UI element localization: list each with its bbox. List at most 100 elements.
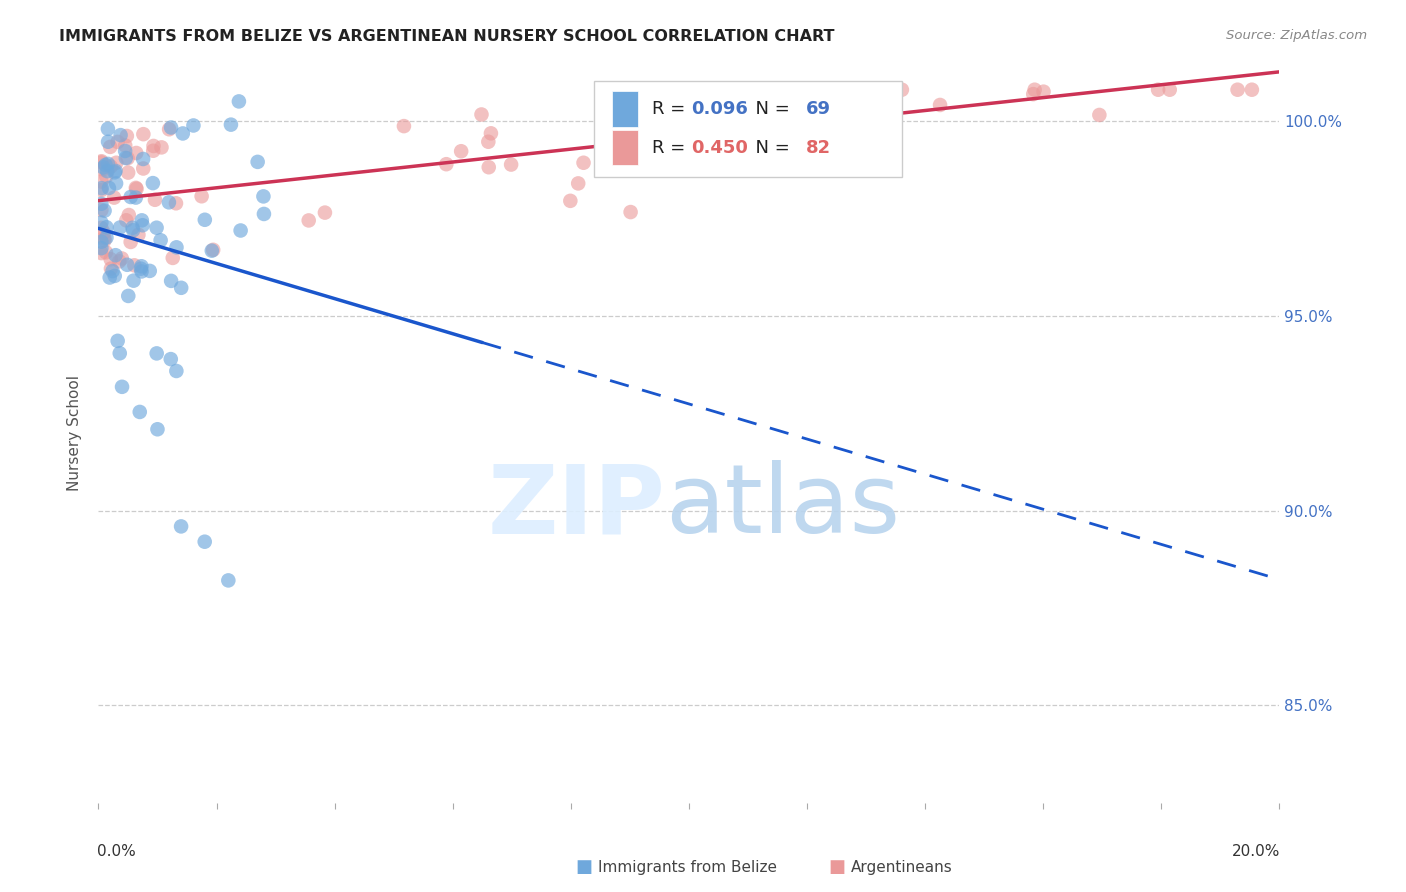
Point — [98, 140, 121, 154]
Point — [96, 230, 118, 244]
Text: 20.0%: 20.0% — [1232, 844, 1281, 858]
Point — [159, 352, 181, 367]
Text: R =: R = — [652, 100, 692, 118]
Point — [108, 220, 131, 235]
Point — [101, 264, 124, 278]
Point — [115, 128, 138, 143]
Point — [91, 161, 114, 175]
Text: IMMIGRANTS FROM BELIZE VS ARGENTINEAN NURSERY SCHOOL CORRELATION CHART: IMMIGRANTS FROM BELIZE VS ARGENTINEAN NU… — [59, 29, 835, 44]
Point — [104, 268, 127, 283]
Text: Immigrants from Belize: Immigrants from Belize — [598, 860, 776, 874]
Point — [107, 135, 129, 149]
Point — [122, 223, 145, 237]
Point — [672, 163, 695, 178]
Point — [131, 219, 153, 233]
Point — [131, 260, 153, 274]
Point — [614, 129, 637, 144]
Point — [111, 380, 134, 394]
Point — [104, 165, 127, 179]
Point — [132, 161, 155, 176]
Point — [560, 194, 582, 208]
Point — [120, 190, 142, 204]
Point — [90, 246, 112, 260]
Point — [90, 241, 112, 255]
Point — [124, 258, 146, 272]
Point — [142, 176, 165, 190]
Point — [90, 174, 112, 188]
Point — [110, 128, 132, 142]
Point — [883, 83, 905, 97]
Point — [97, 157, 120, 171]
Point — [479, 126, 502, 140]
Point — [142, 144, 165, 158]
Text: 69: 69 — [806, 100, 831, 118]
Text: R =: R = — [652, 138, 692, 157]
Point — [93, 233, 115, 247]
Point — [183, 119, 205, 133]
Point — [100, 252, 122, 267]
Point — [98, 270, 121, 285]
Point — [246, 154, 269, 169]
Point — [470, 107, 492, 121]
Point — [219, 118, 242, 132]
Point — [115, 213, 138, 227]
Text: Source: ZipAtlas.com: Source: ZipAtlas.com — [1226, 29, 1367, 42]
FancyBboxPatch shape — [595, 81, 901, 178]
Point — [117, 151, 139, 165]
Text: ■: ■ — [575, 858, 592, 876]
Point — [165, 364, 187, 378]
Point — [501, 157, 523, 171]
Point — [118, 208, 141, 222]
Point — [132, 152, 155, 166]
Text: N =: N = — [744, 100, 796, 118]
Point — [1147, 83, 1170, 97]
Point — [132, 127, 155, 141]
Point — [620, 205, 643, 219]
Point — [194, 212, 217, 227]
Point — [450, 145, 472, 159]
Point — [97, 121, 120, 136]
Point — [111, 252, 134, 266]
Text: 0.096: 0.096 — [692, 100, 748, 118]
Point — [145, 346, 167, 360]
Point — [90, 181, 112, 195]
Point — [90, 235, 112, 249]
Point — [157, 195, 180, 210]
Point — [90, 183, 112, 197]
Point — [605, 97, 627, 112]
Point — [108, 346, 131, 360]
Text: 82: 82 — [806, 138, 831, 157]
Point — [125, 190, 148, 204]
Point — [107, 334, 129, 348]
Point — [125, 146, 148, 161]
Point — [190, 189, 212, 203]
Point — [314, 205, 336, 219]
Point — [90, 202, 112, 217]
Point — [93, 203, 115, 218]
Point — [103, 191, 125, 205]
Point — [138, 264, 160, 278]
Point — [129, 261, 152, 276]
Point — [90, 220, 112, 235]
FancyBboxPatch shape — [612, 130, 638, 165]
Point — [636, 152, 658, 166]
Point — [100, 160, 122, 174]
Point — [817, 83, 839, 97]
Point — [298, 213, 321, 227]
Point — [837, 117, 859, 131]
Point — [125, 182, 148, 196]
Point — [392, 119, 415, 133]
Point — [778, 83, 800, 97]
Point — [1240, 83, 1263, 97]
Point — [142, 139, 165, 153]
Point — [114, 138, 136, 153]
Point — [165, 196, 187, 211]
Point — [146, 422, 169, 436]
Point — [929, 98, 952, 112]
Text: 0.0%: 0.0% — [97, 844, 136, 858]
Point — [572, 155, 595, 169]
Point — [143, 193, 166, 207]
Point — [770, 111, 793, 125]
Point — [97, 135, 120, 149]
Point — [94, 158, 117, 172]
